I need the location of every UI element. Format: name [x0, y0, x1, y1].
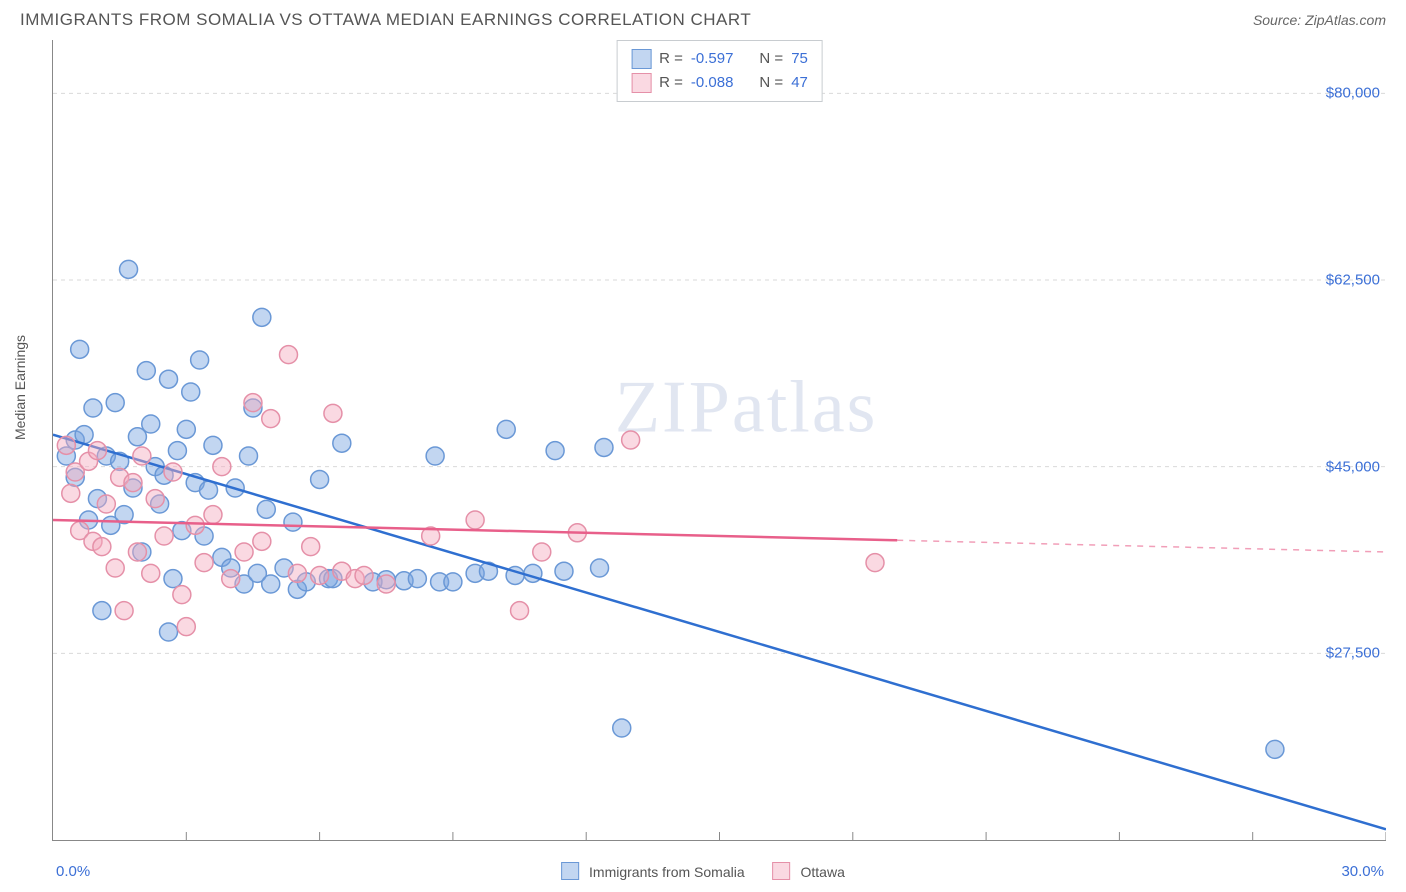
r-value-2: -0.088: [691, 71, 734, 95]
n-text: N =: [759, 47, 783, 71]
r-value-1: -0.597: [691, 47, 734, 71]
r-text: R =: [659, 47, 683, 71]
legend-bottom-swatch-1: [561, 862, 579, 880]
chart-title: IMMIGRANTS FROM SOMALIA VS OTTAWA MEDIAN…: [20, 10, 751, 30]
y-tick-label: $45,000: [1326, 458, 1380, 475]
legend-bottom-item-2: Ottawa: [773, 862, 845, 880]
r-text-2: R =: [659, 71, 683, 95]
legend-top-row-1: R = -0.597 N = 75: [631, 47, 808, 71]
x-axis-min-label: 0.0%: [56, 863, 90, 880]
legend-bottom-label-2: Ottawa: [801, 864, 845, 880]
chart-plot-area: ZIPatlas R = -0.597 N = 75 R = -0.088 N …: [52, 40, 1386, 841]
legend-swatch-pink: [631, 73, 651, 93]
n-text-2: N =: [759, 71, 783, 95]
legend-bottom-swatch-2: [773, 862, 791, 880]
y-tick-label: $80,000: [1326, 85, 1380, 102]
legend-top: R = -0.597 N = 75 R = -0.088 N = 47: [616, 40, 823, 102]
y-tick-label: $27,500: [1326, 645, 1380, 662]
legend-top-row-2: R = -0.088 N = 47: [631, 71, 808, 95]
chart-svg: [53, 40, 1386, 840]
n-value-2: 47: [791, 71, 808, 95]
y-axis-label: Median Earnings: [12, 335, 28, 440]
legend-bottom-label-1: Immigrants from Somalia: [589, 864, 745, 880]
legend-bottom-item-1: Immigrants from Somalia: [561, 862, 744, 880]
chart-header: IMMIGRANTS FROM SOMALIA VS OTTAWA MEDIAN…: [0, 0, 1406, 36]
legend-bottom: Immigrants from Somalia Ottawa: [561, 862, 845, 880]
n-value-1: 75: [791, 47, 808, 71]
legend-swatch-blue: [631, 49, 651, 69]
source-credit: Source: ZipAtlas.com: [1253, 12, 1386, 28]
x-axis-max-label: 30.0%: [1341, 863, 1384, 880]
y-tick-label: $62,500: [1326, 272, 1380, 289]
